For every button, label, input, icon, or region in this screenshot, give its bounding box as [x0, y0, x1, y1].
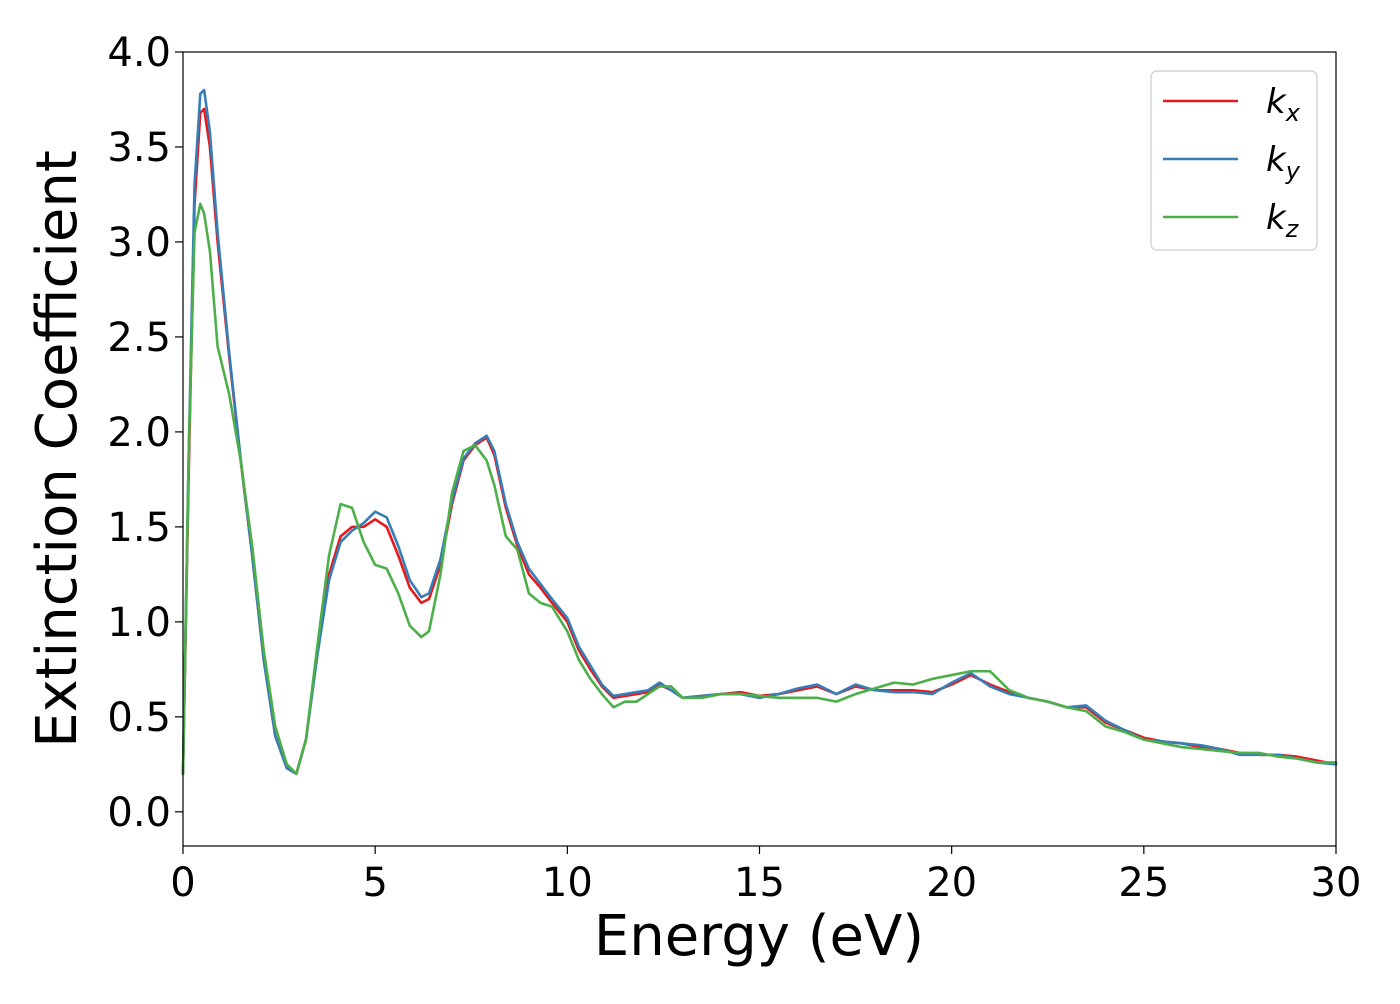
y-tick-label: 1.5	[107, 505, 171, 551]
x-axis-title: Energy (eV)	[594, 904, 924, 969]
y-tick-label: 3.5	[107, 125, 171, 171]
legend-frame	[1150, 70, 1318, 251]
series-line-z	[181, 202, 1338, 776]
y-axis: 0.0 0.5 1.0 1.5 2.0 2.5 3.0 3.5 4.0	[107, 30, 183, 836]
x-axis: 0 5 10 15 20 25 30	[170, 846, 1361, 906]
y-tick-label: 0.5	[107, 695, 171, 741]
plot-area	[183, 52, 1336, 846]
x-tick-label: 10	[542, 860, 593, 906]
legend-label-y: ky	[1266, 140, 1301, 185]
series-layer	[181, 88, 1338, 776]
y-tick-label: 1.0	[107, 600, 171, 646]
legend-label-x: kx	[1266, 82, 1301, 127]
legend-label-z: kz	[1266, 198, 1300, 243]
x-tick-label: 15	[734, 860, 785, 906]
y-tick-label: 3.0	[107, 220, 171, 266]
y-tick-label: 2.5	[107, 315, 171, 361]
x-tick-label: 30	[1311, 860, 1362, 906]
y-tick-label: 0.0	[107, 790, 171, 836]
x-tick-label: 0	[170, 860, 195, 906]
x-tick-label: 25	[1118, 860, 1169, 906]
x-tick-label: 5	[362, 860, 387, 906]
x-tick-label: 20	[926, 860, 977, 906]
legend: kx ky kz	[1150, 70, 1318, 251]
y-tick-label: 2.0	[107, 410, 171, 456]
y-tick-label: 4.0	[107, 30, 171, 76]
y-axis-title: Extinction Coefficient	[25, 150, 90, 748]
